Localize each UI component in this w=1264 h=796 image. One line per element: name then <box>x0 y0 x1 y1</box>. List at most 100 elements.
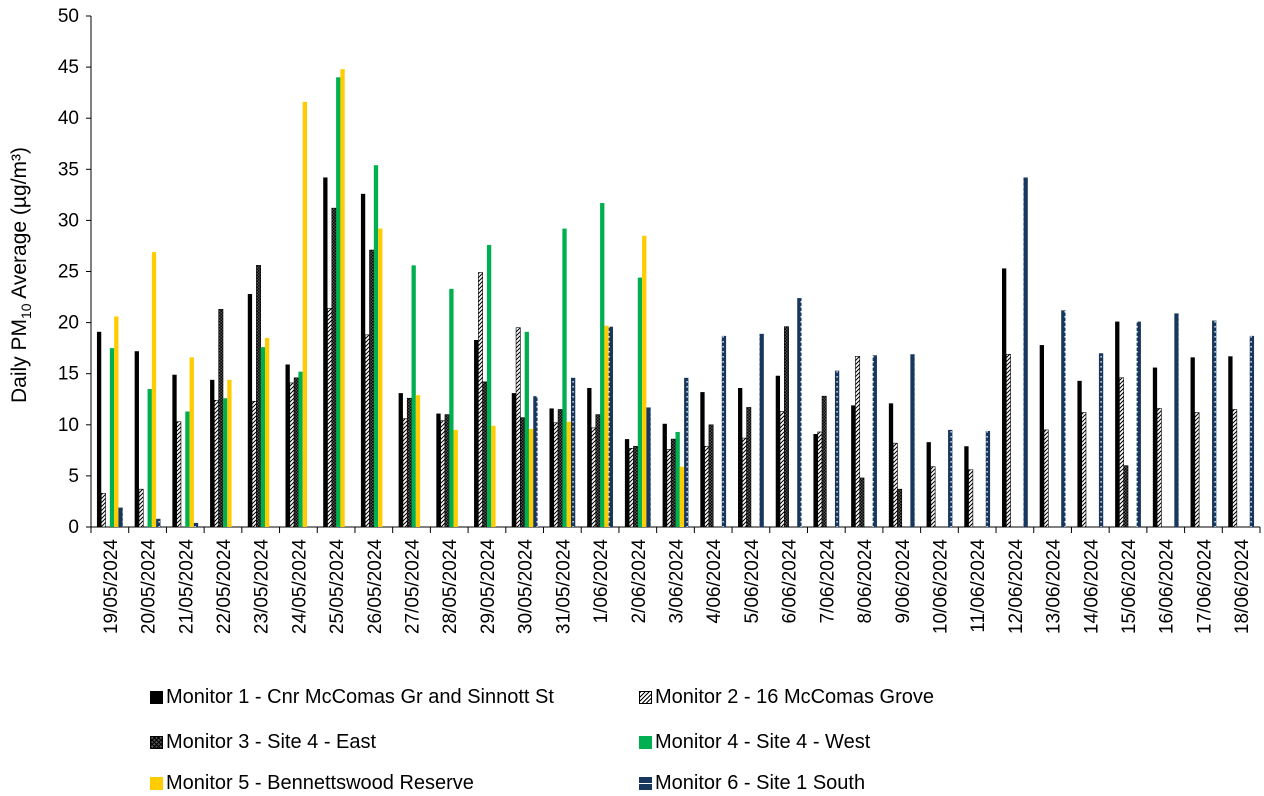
bar-monitor-5 <box>415 395 421 527</box>
bar-monitor-5 <box>604 325 609 527</box>
bar-monitor-2 <box>968 469 974 528</box>
ylabel-sub: 10 <box>18 303 34 319</box>
bar-monitor-3 <box>369 249 375 528</box>
bar-monitor-2 <box>666 449 672 528</box>
bar-monitor-3 <box>746 407 752 528</box>
x-tick-label: 8/06/2024 <box>855 539 876 624</box>
bar-monitor-4 <box>298 371 303 527</box>
bar-monitor-1 <box>926 442 931 527</box>
bar-monitor-2 <box>628 448 634 528</box>
bar-monitor-1 <box>964 446 969 527</box>
bar-monitor-4 <box>486 244 492 527</box>
y-tick-label: 15 <box>58 364 79 385</box>
bar-monitor-2 <box>100 492 106 528</box>
x-tick-label: 26/05/2024 <box>365 539 386 635</box>
x-tick-label: 11/06/2024 <box>968 539 989 633</box>
bar-monitor-1 <box>210 379 215 527</box>
x-tick-label: 21/05/2024 <box>176 539 197 635</box>
bar-monitor-1 <box>172 374 177 527</box>
bar-monitor-1 <box>323 177 328 528</box>
bar-monitor-6 <box>193 522 199 527</box>
x-tick-label: 2/06/2024 <box>629 539 650 624</box>
bar-monitor-3 <box>218 309 224 528</box>
bar-monitor-1 <box>134 351 139 527</box>
bar-monitor-6 <box>608 326 613 527</box>
bar-monitor-2 <box>704 445 710 528</box>
bar-monitor-5 <box>227 379 232 527</box>
bar-monitor-2 <box>930 466 936 528</box>
bar-monitor-2 <box>855 356 861 528</box>
bar-monitor-2 <box>1043 429 1049 528</box>
bar-monitor-4 <box>336 77 341 527</box>
x-tick-label: 29/05/2024 <box>478 539 499 635</box>
bar-monitor-5 <box>528 428 534 527</box>
x-tick-label: 20/05/2024 <box>139 539 160 635</box>
x-tick-label: 25/05/2024 <box>327 539 348 635</box>
bar-monitor-4 <box>411 265 416 527</box>
bar-monitor-2 <box>779 411 785 528</box>
x-tick-label: 24/05/2024 <box>289 539 310 635</box>
y-tick-label: 50 <box>58 6 79 27</box>
bar-monitor-2 <box>289 382 295 528</box>
bar-monitor-1 <box>285 364 290 527</box>
bar-monitor-5 <box>340 69 345 527</box>
ylabel-suffix: Average (µg/m³) <box>8 147 31 303</box>
x-tick-label: 30/05/2024 <box>516 539 537 635</box>
bar-monitor-1 <box>1190 357 1195 527</box>
bar-monitor-6 <box>533 396 538 527</box>
bar-monitor-1 <box>888 403 894 527</box>
bar-monitor-1 <box>662 423 667 527</box>
y-tick-label: 30 <box>58 210 79 231</box>
y-axis-label: Daily PM10 Average (µg/m³) <box>8 147 34 403</box>
bar-monitor-1 <box>1001 268 1007 527</box>
y-tick-label: 45 <box>58 57 79 78</box>
bar-monitor-4 <box>675 431 680 527</box>
bar-monitor-6 <box>118 507 123 527</box>
x-tick-label: 6/06/2024 <box>780 539 801 624</box>
bar-monitor-4 <box>185 411 190 527</box>
bar-monitor-5 <box>189 357 194 527</box>
bar-monitor-2 <box>817 431 823 528</box>
bar-monitor-6 <box>834 370 840 527</box>
bar-monitor-6 <box>1249 335 1255 527</box>
bar-monitor-5 <box>679 466 685 527</box>
y-tick-label: 35 <box>58 159 79 180</box>
bar-monitor-1 <box>624 439 630 527</box>
bar-monitor-4 <box>147 389 152 527</box>
bar-monitor-4 <box>260 347 265 527</box>
x-tick-label: 28/05/2024 <box>440 539 461 635</box>
x-tick-label: 1/06/2024 <box>591 539 612 624</box>
bar-monitor-3 <box>897 488 903 528</box>
bar-monitor-3 <box>406 397 412 528</box>
x-tick-label: 15/06/2024 <box>1119 539 1140 635</box>
bar-monitor-1 <box>700 392 705 527</box>
bar-monitor-3 <box>821 395 827 528</box>
bar-monitor-2 <box>251 400 257 528</box>
bar-monitor-3 <box>557 409 563 528</box>
bar-monitor-5 <box>114 316 119 527</box>
bar-monitor-3 <box>784 326 789 528</box>
bar-monitor-5 <box>491 425 496 527</box>
bar-monitor-1 <box>587 388 592 527</box>
bar-monitor-4 <box>449 288 454 527</box>
bar-monitor-5 <box>566 421 571 527</box>
bar-monitor-1 <box>96 331 102 527</box>
x-tick-label: 9/06/2024 <box>893 539 914 624</box>
bar-monitor-3 <box>256 265 261 528</box>
x-tick-label: 27/05/2024 <box>403 539 424 635</box>
bar-monitor-1 <box>1228 356 1233 527</box>
bar-monitor-6 <box>156 518 161 527</box>
y-tick-label: 10 <box>58 415 79 436</box>
bar-monitor-2 <box>478 272 483 528</box>
bar-monitor-2 <box>327 307 333 528</box>
bar-monitor-1 <box>436 413 441 527</box>
x-tick-label: 3/06/2024 <box>667 539 688 624</box>
bar-monitor-1 <box>511 393 517 527</box>
bar-monitor-6 <box>684 377 689 527</box>
bar-monitor-2 <box>742 437 747 528</box>
y-tick-label: 0 <box>68 517 79 538</box>
bar-monitor-3 <box>595 414 601 528</box>
bar-monitor-6 <box>1061 310 1066 527</box>
x-tick-label: 14/06/2024 <box>1081 539 1102 635</box>
bar-monitor-1 <box>549 408 554 527</box>
